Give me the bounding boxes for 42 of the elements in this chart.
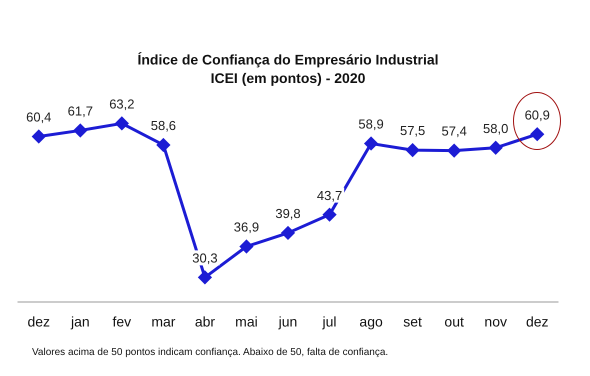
data-label: 39,8 [275,206,301,222]
data-label: 58,0 [483,120,508,136]
data-label: 60,9 [524,107,550,122]
point [282,226,294,240]
x-tick-label: fev [112,313,132,330]
chart-title: Índice de Confiança do Empresário Industrial [137,51,439,68]
data-label: 36,9 [234,220,260,235]
x-tick-label: dez [526,313,549,330]
point [115,116,128,130]
x-tick-label: jul [322,313,337,330]
x-tick-label: dez [27,313,50,330]
point [198,270,212,284]
chart-subtitle: ICEI (em pontos) - 2020 [210,70,366,86]
data-label: 63,2 [109,96,134,112]
point [323,208,336,222]
data-label: 43,7 [316,188,342,203]
point [406,144,420,157]
point [74,124,87,137]
x-tick-label: out [444,313,464,330]
point [530,128,544,141]
x-tick-label: abr [194,313,216,330]
point [364,137,378,150]
x-tick-label: mai [235,313,258,330]
x-tick-label: jun [278,313,298,330]
data-label: 58,6 [150,118,176,134]
point [489,141,502,154]
data-label: 58,9 [358,116,384,132]
data-label: 61,7 [68,104,93,119]
x-tick-label: mar [151,313,176,330]
text: Valores acima de 50 pontos indicam confiança. Abaixo de 50, falta de confiança. [32,347,390,358]
x-tick-label: nov [484,313,507,330]
point [156,138,170,152]
x-tick-label: ago [359,313,383,330]
x-tick-label: jan [70,313,90,330]
data-label: 60,4 [26,110,52,125]
point [32,130,46,144]
data-label: 30,3 [192,250,218,266]
x-tick-label: set [403,313,422,330]
point [448,144,461,158]
data-label: 57,5 [400,123,426,138]
point [240,240,253,254]
data-label: 57,4 [442,124,467,139]
